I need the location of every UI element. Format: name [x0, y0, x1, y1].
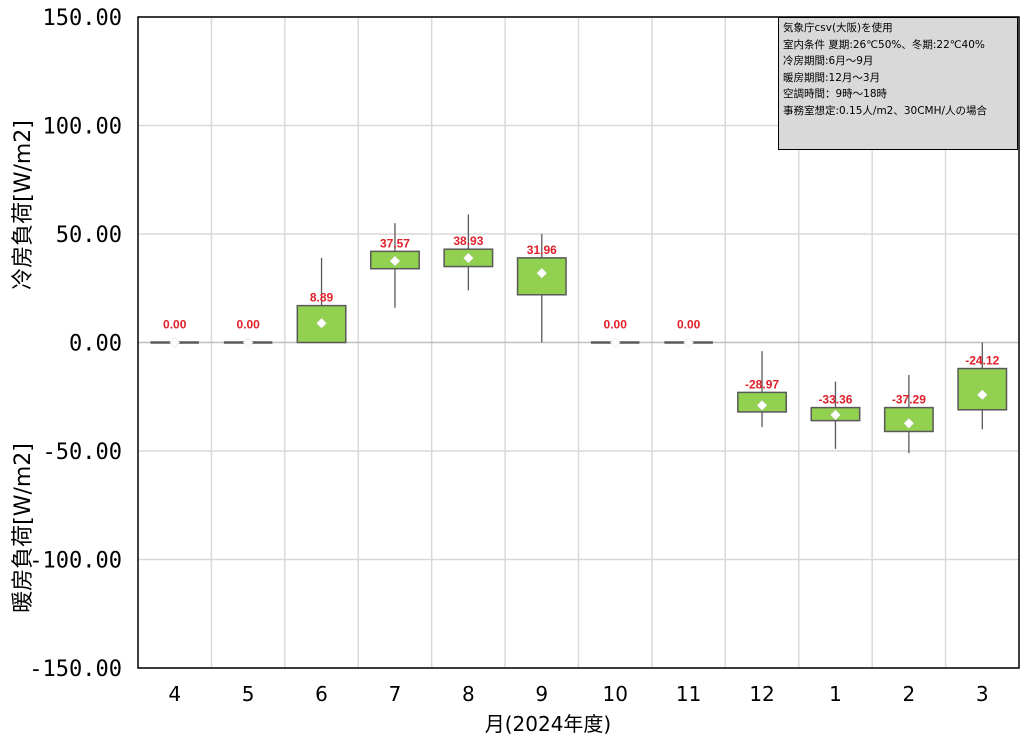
mean-label: -28.97	[745, 377, 779, 391]
mean-marker	[389, 255, 401, 267]
mean-marker	[316, 317, 327, 329]
mean-labels: 0.00 0.00 8.89 37.57 38.93 31.96 0.00 0.00 -28.9…	[163, 234, 1000, 406]
x-tick-label: 6	[315, 682, 328, 706]
mean-marker	[903, 418, 915, 429]
y-tick-label: 100.00	[43, 115, 122, 140]
mean-marker	[976, 389, 988, 401]
mean-marker	[169, 337, 181, 348]
box-month-12	[737, 351, 788, 428]
plot-frame	[137, 16, 1020, 669]
box-month-3	[957, 342, 1008, 430]
box-month-4	[150, 337, 199, 348]
mean-marker	[683, 337, 694, 348]
box-month-11	[664, 337, 713, 348]
mean-label: 0.00	[236, 318, 260, 332]
y-tick-label: -150.00	[29, 657, 122, 682]
box-month-7	[369, 223, 420, 308]
mean-label: 37.57	[380, 236, 410, 250]
boxes	[150, 214, 1008, 454]
mean-label: -33.36	[818, 393, 852, 407]
y-tick-labels: 150.00 100.00 50.00 0.00 -50.00 -100.00 -150.0…	[29, 6, 122, 682]
y-axis-label-heating: 暖房負荷[W/m2]	[11, 443, 36, 613]
annotation-line: 事務室想定:0.15人/m2、30CMH/人の場合	[783, 104, 988, 117]
x-tick-label: 10	[602, 682, 627, 706]
mean-label: 38.93	[453, 234, 483, 248]
mean-label: -37.29	[892, 393, 926, 407]
box-iqr	[957, 367, 1008, 411]
mean-marker	[242, 337, 254, 348]
x-tick-label: 11	[676, 682, 701, 706]
x-axis-label: 月(2024年度)	[485, 712, 612, 736]
mean-label: 31.96	[527, 243, 557, 257]
y-tick-label: 150.00	[43, 6, 122, 31]
annotation-line: 気象庁csv(大阪)を使用	[783, 22, 893, 34]
annotation-box: 気象庁csv(大阪)を使用 室内条件 夏期:26℃50%、冬期:22℃40% 冷…	[778, 17, 1018, 150]
mean-label: 8.89	[310, 291, 334, 305]
y-axis-label-cooling: 冷房負荷[W/m2]	[11, 120, 36, 290]
x-tick-label: 9	[535, 682, 548, 706]
mean-marker	[609, 337, 621, 348]
y-tick-label: 0.00	[69, 332, 122, 357]
mean-label: 0.00	[163, 318, 187, 332]
box-iqr	[296, 304, 347, 344]
annotation-line: 冷房期間:6月～9月	[783, 55, 874, 68]
mean-label: 0.00	[677, 318, 701, 332]
box-month-9	[516, 234, 567, 343]
box-month-2	[883, 375, 934, 454]
x-tick-label: 4	[168, 682, 181, 706]
x-tick-label: 12	[749, 682, 774, 706]
x-tick-label: 1	[829, 682, 842, 706]
mean-label: 0.00	[604, 318, 628, 332]
y-tick-label: 50.00	[56, 223, 122, 248]
mean-marker	[463, 252, 474, 264]
box-month-5	[223, 337, 273, 348]
y-tick-label: -50.00	[43, 440, 122, 465]
mean-marker	[756, 400, 768, 411]
x-tick-label: 7	[389, 682, 402, 706]
mean-marker	[536, 267, 548, 279]
box-month-8	[443, 214, 494, 291]
x-tick-label: 3	[976, 682, 989, 706]
box-month-1	[810, 381, 861, 449]
box-month-10	[590, 337, 640, 348]
x-tick-label: 5	[242, 682, 255, 706]
x-tick-label: 8	[462, 682, 475, 706]
mean-label: -24.12	[965, 354, 999, 368]
x-tick-labels: 4 5 6 7 8 9 10 11 12 1 2 3	[168, 682, 988, 706]
annotation-line: 暖房期間:12月～3月	[783, 71, 881, 84]
annotation-line: 空調時間：9時～18時	[783, 88, 888, 101]
mean-marker	[830, 409, 841, 421]
x-tick-label: 2	[903, 682, 916, 706]
annotation-line: 室内条件 夏期:26℃50%、冬期:22℃40%	[783, 38, 985, 51]
y-tick-label: -100.00	[29, 549, 122, 574]
box-month-6	[296, 257, 347, 344]
